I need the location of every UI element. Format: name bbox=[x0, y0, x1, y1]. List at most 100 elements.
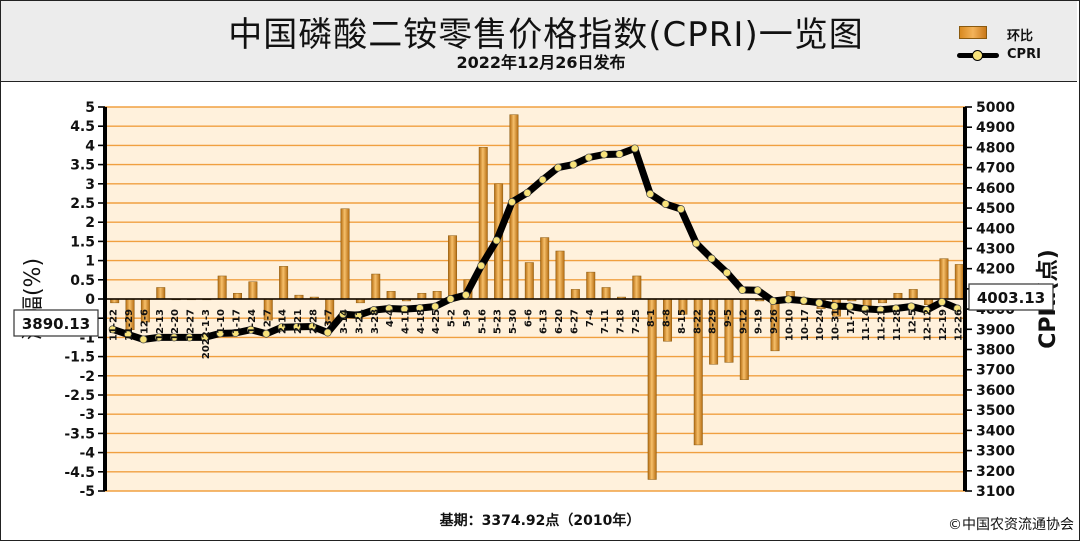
bar bbox=[939, 258, 949, 300]
x-tick-label: 10-24 bbox=[815, 309, 826, 341]
cpri-point bbox=[891, 304, 900, 313]
right-tick-label: 3600 bbox=[976, 383, 1015, 399]
right-tick-label: 4500 bbox=[976, 201, 1015, 217]
bar bbox=[478, 147, 488, 300]
cpri-point bbox=[876, 305, 885, 314]
x-tick-label: 2022-1-3 bbox=[201, 309, 212, 359]
start-value-callout: 3890.13 bbox=[13, 309, 99, 337]
bar bbox=[555, 250, 565, 300]
cpri-point bbox=[845, 302, 854, 311]
x-tick-label: 12-27 bbox=[186, 309, 197, 341]
bar bbox=[386, 291, 396, 300]
right-tick-label: 4900 bbox=[976, 120, 1015, 136]
bar bbox=[632, 275, 642, 300]
x-tick-label: 11-28 bbox=[892, 309, 903, 341]
bar bbox=[156, 287, 166, 300]
cpri-point bbox=[707, 254, 716, 263]
cpri-series bbox=[108, 144, 962, 344]
bar bbox=[540, 237, 550, 300]
left-tick-label: 1.5 bbox=[70, 234, 95, 250]
x-tick-label: 12-6 bbox=[139, 309, 150, 334]
cpri-point bbox=[953, 304, 962, 313]
x-tick-labels: 11-22 11-29 12-6 12-13 12-20 12-27 2022-1-3 1-1… bbox=[109, 309, 965, 359]
cpri-point bbox=[492, 236, 501, 245]
cpri-point bbox=[630, 144, 639, 153]
x-tick-label: 12-20 bbox=[170, 309, 181, 341]
x-tick-label: 3-28 bbox=[370, 309, 381, 334]
bar bbox=[570, 289, 580, 300]
left-tick-label: -4.5 bbox=[64, 465, 95, 481]
cpri-point bbox=[922, 306, 931, 315]
left-tick-label: 4 bbox=[85, 138, 95, 154]
cpri-point bbox=[139, 335, 148, 344]
bar bbox=[340, 208, 350, 300]
x-tick-label: 11-14 bbox=[861, 309, 872, 341]
cpri-point bbox=[769, 297, 777, 305]
cpri-point bbox=[431, 302, 440, 311]
right-tick-label: 3400 bbox=[976, 423, 1015, 439]
x-tick-label: 1-10 bbox=[216, 309, 227, 334]
cpri-point bbox=[784, 295, 793, 304]
x-tick-label: 6-6 bbox=[523, 309, 534, 327]
cpri-point bbox=[938, 298, 946, 306]
legend-bar-label: 环比 bbox=[1007, 29, 1034, 44]
right-tick-label: 3100 bbox=[976, 484, 1015, 500]
bar bbox=[432, 291, 442, 300]
right-tick-label: 5000 bbox=[976, 100, 1015, 116]
cpri-point bbox=[354, 311, 363, 320]
cpri-point bbox=[738, 285, 747, 294]
right-tick-label: 3800 bbox=[976, 343, 1015, 359]
left-tick-label: 2 bbox=[85, 215, 95, 231]
right-tick-label: 4200 bbox=[976, 262, 1015, 278]
cpri-point bbox=[569, 160, 578, 169]
bar bbox=[217, 275, 227, 300]
cpri-point bbox=[692, 239, 701, 248]
cpri-point bbox=[154, 333, 163, 342]
x-tick-label: 8-15 bbox=[677, 309, 688, 334]
left-tick-label: 0.5 bbox=[70, 273, 95, 289]
cpri-point bbox=[170, 333, 179, 342]
x-tick-label: 4-11 bbox=[401, 309, 412, 334]
right-tick-label: 4400 bbox=[976, 221, 1015, 237]
cpri-point bbox=[185, 333, 194, 342]
x-tick-label: 2-21 bbox=[293, 309, 304, 334]
legend-item-line: CPRI bbox=[957, 45, 1072, 65]
left-tick-label: -4 bbox=[79, 446, 95, 462]
cpri-point bbox=[799, 296, 808, 305]
x-tick-label: 7-11 bbox=[600, 309, 611, 334]
right-tick-label: 4800 bbox=[976, 140, 1015, 156]
x-tick-label: 6-20 bbox=[554, 309, 565, 334]
right-tick-label: 4300 bbox=[976, 241, 1015, 257]
cpri-point bbox=[400, 305, 409, 314]
grid-lines bbox=[105, 106, 965, 492]
cpri-point bbox=[723, 268, 731, 277]
release-date: 2022年12月26日发布 bbox=[456, 53, 626, 72]
cpri-point bbox=[538, 175, 547, 184]
x-tick-label: 11-21 bbox=[877, 309, 888, 341]
x-tick-label: 8-22 bbox=[692, 309, 703, 334]
cpri-point bbox=[339, 310, 347, 319]
bar bbox=[601, 287, 611, 300]
left-tick-label: 3.5 bbox=[70, 158, 95, 174]
x-tick-label: 11-29 bbox=[124, 309, 135, 341]
left-tick-label: -3 bbox=[79, 407, 95, 423]
bar bbox=[524, 262, 534, 300]
right-tick-label: 3700 bbox=[976, 363, 1015, 379]
x-tick-label: 7-25 bbox=[631, 309, 642, 334]
x-tick-label: 2-14 bbox=[278, 309, 289, 334]
x-tick-label: 4-4 bbox=[385, 309, 396, 327]
cpri-point bbox=[200, 333, 209, 342]
cpri-point bbox=[753, 286, 762, 295]
cpri-point bbox=[277, 323, 286, 332]
cpri-point bbox=[554, 163, 562, 172]
bar bbox=[448, 235, 458, 300]
cpri-point bbox=[262, 329, 271, 338]
cpri-point bbox=[907, 302, 916, 311]
x-tick-label: 10-10 bbox=[784, 309, 795, 341]
bar bbox=[417, 292, 427, 300]
bar bbox=[248, 281, 258, 300]
bar bbox=[586, 271, 596, 300]
bar bbox=[893, 292, 903, 300]
left-tick-label: -5 bbox=[79, 484, 95, 500]
bar bbox=[908, 289, 918, 300]
